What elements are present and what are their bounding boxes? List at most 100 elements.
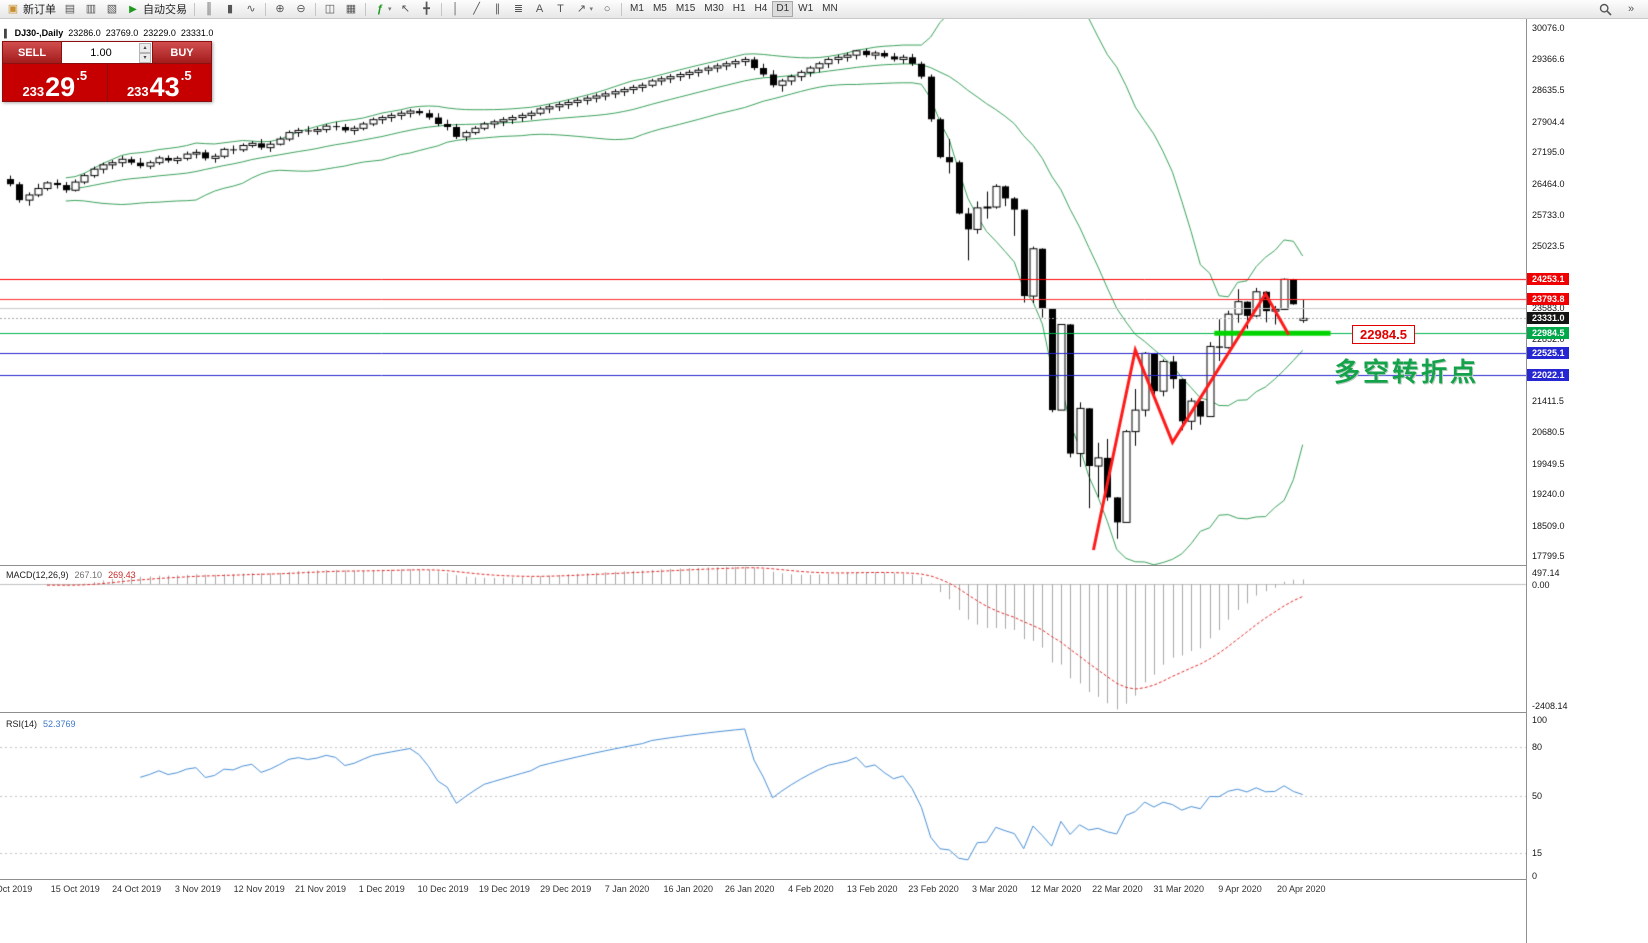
macd-canvas[interactable] xyxy=(0,566,1526,712)
date-label: 24 Oct 2019 xyxy=(112,884,162,894)
cn-annotation-text[interactable]: 多空转折点 xyxy=(1334,357,1480,387)
volume-spinner: ▴ ▾ xyxy=(139,43,151,63)
new-order-button[interactable]: ▣ 新订单 xyxy=(3,1,59,18)
price-chart-canvas[interactable] xyxy=(0,19,1526,565)
price-tick: 25733.0 xyxy=(1532,210,1565,221)
indicators-button[interactable]: ƒ ▾ xyxy=(370,1,395,18)
sell-button[interactable]: SELL xyxy=(3,42,61,63)
timeframe-h1-button[interactable]: H1 xyxy=(729,1,750,17)
autotrading-play-icon: ▶ xyxy=(129,3,137,15)
arrow-tool-icon: ↗ xyxy=(576,2,587,15)
rsi-axis-label: 15 xyxy=(1532,847,1543,858)
timeframe-m15-button[interactable]: M15 xyxy=(672,1,699,17)
rsi-axis-label: 50 xyxy=(1532,791,1543,801)
vol-down-button[interactable]: ▾ xyxy=(139,53,151,63)
sell-price-prefix: 233 xyxy=(22,84,45,99)
trendline-tool-button[interactable]: ╱ xyxy=(467,1,487,18)
channel-tool-button[interactable]: ∥ xyxy=(488,1,508,18)
market-watch-button[interactable]: ▤ xyxy=(60,1,80,18)
timeframe-d1-button[interactable]: D1 xyxy=(772,1,794,17)
text-tool-button[interactable]: A xyxy=(530,1,550,18)
zoom-out-icon: ⊖ xyxy=(296,2,306,15)
macd-main-value: 267.10 xyxy=(74,570,103,580)
shapes-tool-button[interactable]: ○ xyxy=(597,1,617,18)
volume-up-button[interactable]: ▴ xyxy=(139,43,151,53)
timeframe-mn-button[interactable]: MN xyxy=(818,1,842,17)
data-window-button[interactable]: ▥ xyxy=(81,1,101,18)
market-watch-icon: ▤ xyxy=(64,2,76,15)
time-axis[interactable]: Oct 2019 15 Oct 2019 24 Oct 2019 3 Nov 2019… xyxy=(0,880,1526,898)
toolbar-separator xyxy=(621,2,623,16)
date-label: 4 Feb 2020 xyxy=(788,884,834,894)
ohlc-open: 23286.0 xyxy=(68,28,101,38)
buy-price-big-digits: 43 xyxy=(149,71,180,102)
time-axis-separator xyxy=(0,879,1648,880)
date-label: 9 Apr 2020 xyxy=(1218,884,1262,894)
date-label: 12 Mar 2020 xyxy=(1030,884,1082,894)
grid-button[interactable]: ▦ xyxy=(341,1,361,18)
chart-title: ▌ DJ30-,Daily 23286.0 23769.0 23229.0 23… xyxy=(4,28,213,38)
price-axis[interactable]: 30076.0 29366.6 28635.5 27904.4 27195.0 26464… xyxy=(1526,19,1648,943)
tile-windows-icon: ◫ xyxy=(324,2,336,15)
timeframe-h4-button[interactable]: H4 xyxy=(751,1,772,17)
fibonacci-icon: ≣ xyxy=(513,2,524,15)
line-chart-icon: ∿ xyxy=(246,2,256,15)
label-tool-button[interactable]: T xyxy=(551,1,571,18)
shapes-icon: ○ xyxy=(603,2,611,15)
bar-chart-mode-button[interactable]: ║ xyxy=(199,1,219,18)
search-icon xyxy=(1599,3,1612,16)
date-label: 31 Mar 2020 xyxy=(1153,884,1204,894)
arrows-tool-button[interactable]: ↗ ▾ xyxy=(572,1,597,18)
vertical-line-tool-button[interactable]: │ xyxy=(446,1,466,18)
timeframe-m30-button[interactable]: M30 xyxy=(700,1,727,17)
price-tick: 28635.5 xyxy=(1532,85,1565,96)
data-window-icon: ▥ xyxy=(85,2,97,15)
line-chart-mode-button[interactable]: ∿ xyxy=(241,1,261,18)
rsi-canvas[interactable] xyxy=(0,713,1526,879)
zoom-out-button[interactable]: ⊖ xyxy=(291,1,311,18)
rsi-panel-separator[interactable] xyxy=(0,712,1648,713)
buy-price-suffix: .5 xyxy=(180,68,192,83)
chart-window: ▌ DJ30-,Daily 23286.0 23769.0 23229.0 23… xyxy=(0,19,1648,943)
timeframe-w1-button[interactable]: W1 xyxy=(794,1,817,17)
autotrading-button[interactable]: ▶ 自动交易 xyxy=(123,1,190,18)
toolbar-separator xyxy=(365,2,366,16)
top-toolbar: ▣ 新订单 ▤ ▥ ▧ ▶ 自动交易 ║ ▮ ∿ ⊕ ⊖ ◫ ▦ ƒ ▾ ↖ ╋… xyxy=(0,0,1648,19)
crosshair-tool-button[interactable]: ╋ xyxy=(417,1,437,18)
volume-input[interactable] xyxy=(62,46,152,59)
navigator-button[interactable]: ▧ xyxy=(102,1,122,18)
autotrading-label: 自动交易 xyxy=(143,4,187,16)
rsi-axis-label: 0 xyxy=(1532,871,1538,881)
zoom-in-icon: ⊕ xyxy=(275,2,285,15)
price-tick: 26464.0 xyxy=(1532,178,1565,189)
price-badge: 22984.5 xyxy=(1527,327,1569,340)
candlestick-mode-button[interactable]: ▮ xyxy=(220,1,240,18)
sell-price-display[interactable]: 233 29.5 xyxy=(3,64,107,101)
tile-windows-button[interactable]: ◫ xyxy=(320,1,340,18)
timeframe-m1-button[interactable]: M1 xyxy=(626,1,648,17)
overflow-icon: » xyxy=(1627,2,1635,15)
price-tick: 29366.6 xyxy=(1532,53,1565,64)
price-badge: 22525.1 xyxy=(1527,347,1569,360)
fibonacci-tool-button[interactable]: ≣ xyxy=(509,1,529,18)
price-tick: 27904.4 xyxy=(1532,116,1565,127)
search-button[interactable] xyxy=(1596,1,1615,18)
rsi-axis-label: 100 xyxy=(1532,715,1548,725)
date-label: 16 Jan 2020 xyxy=(663,884,714,894)
toolbar-overflow-button[interactable]: » xyxy=(1621,1,1641,18)
date-label: 23 Feb 2020 xyxy=(908,884,959,894)
cursor-tool-button[interactable]: ↖ xyxy=(396,1,416,18)
label-icon: T xyxy=(557,2,564,15)
price-badge: 22022.1 xyxy=(1527,368,1569,381)
buy-button[interactable]: BUY xyxy=(153,42,211,63)
zoom-in-button[interactable]: ⊕ xyxy=(270,1,290,18)
macd-axis-label: 497.14 xyxy=(1532,568,1560,578)
macd-signal-value: 269.43 xyxy=(108,570,136,580)
macd-panel-separator[interactable] xyxy=(0,565,1648,566)
timeframe-m5-button[interactable]: M5 xyxy=(649,1,671,17)
price-flag-label[interactable]: 22984.5 xyxy=(1352,325,1415,344)
buy-price-display[interactable]: 233 43.5 xyxy=(107,64,211,102)
price-badge: 23793.8 xyxy=(1527,292,1569,305)
vertical-line-icon: │ xyxy=(452,2,459,15)
